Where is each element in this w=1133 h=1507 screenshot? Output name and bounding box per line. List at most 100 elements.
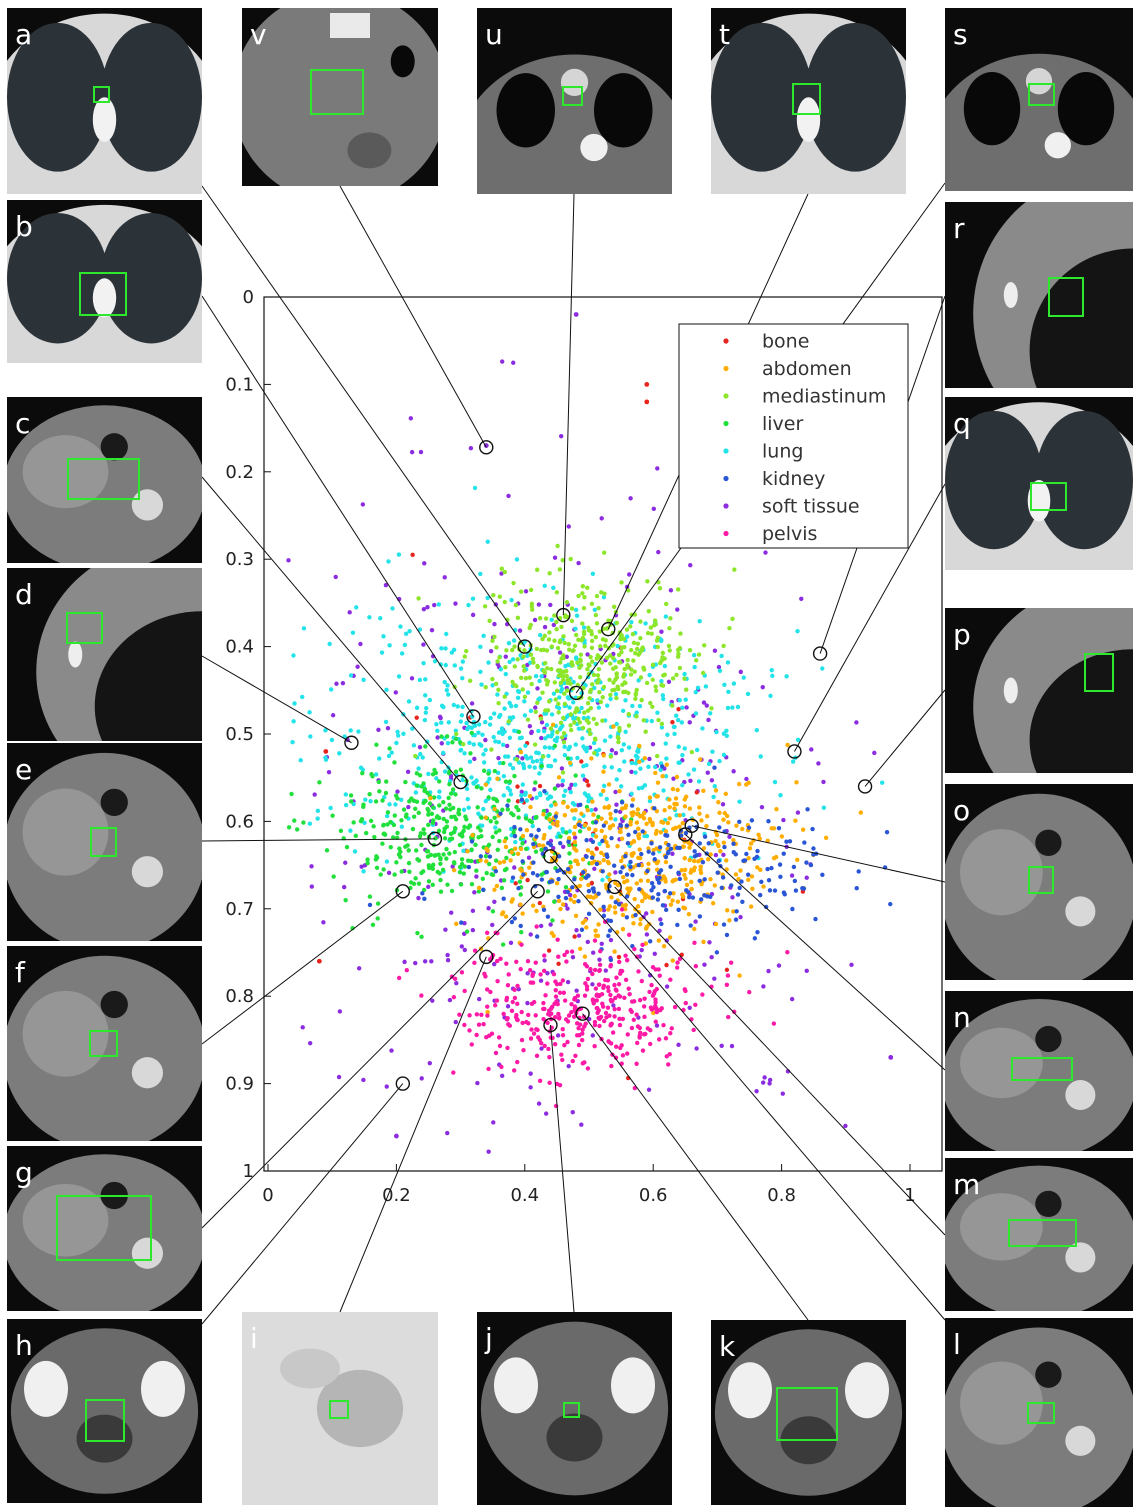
- point-lung: [452, 663, 457, 668]
- point-mediastinum: [585, 708, 591, 713]
- point-lung: [483, 798, 489, 804]
- point-mediastinum: [564, 668, 569, 674]
- point-lung: [621, 742, 627, 747]
- point-lung: [387, 643, 392, 648]
- point-lung: [601, 783, 607, 789]
- point-kidney: [856, 869, 861, 874]
- point-liver: [460, 834, 465, 839]
- ct-panel-j: j: [477, 1312, 672, 1505]
- point-kidney: [469, 839, 475, 844]
- legend-marker: [723, 393, 729, 399]
- point-lung: [693, 689, 698, 695]
- point-liver: [413, 876, 418, 881]
- point-mediastinum: [655, 635, 661, 641]
- point-pelvis: [616, 993, 621, 998]
- point-mediastinum: [541, 647, 546, 653]
- point-soft-tissue: [483, 737, 488, 743]
- legend-label: bone: [762, 331, 809, 353]
- point-mediastinum: [552, 613, 557, 618]
- point-abdomen: [670, 898, 675, 903]
- point-mediastinum: [650, 662, 656, 668]
- point-kidney: [607, 928, 613, 933]
- point-soft-tissue: [499, 1073, 505, 1078]
- point-mediastinum: [602, 550, 607, 555]
- point-pelvis: [674, 965, 680, 970]
- point-soft-tissue: [816, 761, 821, 766]
- point-soft-tissue: [628, 496, 633, 501]
- point-lung: [445, 740, 451, 746]
- point-lung: [719, 653, 724, 659]
- panel-letter-d: d: [15, 578, 33, 611]
- point-kidney: [805, 807, 810, 812]
- point-mediastinum: [562, 701, 568, 707]
- point-kidney: [586, 873, 591, 878]
- point-bone: [537, 783, 543, 789]
- point-lung: [307, 710, 312, 715]
- point-abdomen: [577, 883, 583, 889]
- point-abdomen: [585, 808, 590, 813]
- point-liver: [451, 830, 457, 835]
- point-lung: [534, 750, 539, 755]
- point-lung: [769, 667, 774, 673]
- leader-line-k: [582, 1013, 809, 1321]
- point-mediastinum: [582, 631, 587, 637]
- point-kidney: [722, 844, 727, 850]
- point-lung: [676, 744, 681, 749]
- highlight-ring-k: [575, 1006, 590, 1021]
- point-liver: [489, 872, 494, 877]
- point-mediastinum: [544, 677, 549, 683]
- point-pelvis: [724, 982, 730, 987]
- ct-panel-t: t: [711, 8, 906, 194]
- point-abdomen: [655, 780, 661, 785]
- point-pelvis: [619, 1043, 624, 1048]
- point-soft-tissue: [766, 968, 771, 974]
- point-lung: [737, 799, 742, 804]
- point-liver: [421, 781, 426, 786]
- point-mediastinum: [635, 641, 641, 646]
- point-kidney: [793, 888, 799, 893]
- highlight-ring-m: [607, 879, 622, 895]
- leader-line-e: [201, 838, 435, 842]
- point-kidney: [466, 864, 472, 870]
- ct-panel-e: e: [7, 743, 202, 941]
- point-mediastinum: [520, 687, 525, 692]
- point-liver: [527, 818, 532, 823]
- point-kidney: [521, 872, 526, 877]
- point-lung: [361, 677, 366, 683]
- point-pelvis: [616, 959, 622, 965]
- point-pelvis: [588, 966, 593, 972]
- point-kidney: [636, 862, 641, 868]
- point-abdomen: [604, 840, 609, 845]
- point-kidney: [618, 823, 624, 828]
- point-lung: [629, 760, 635, 766]
- point-abdomen: [615, 843, 620, 849]
- point-liver: [392, 813, 397, 818]
- point-mediastinum: [580, 725, 586, 731]
- point-soft-tissue: [486, 906, 491, 911]
- point-lung: [714, 729, 719, 735]
- point-lung: [377, 756, 382, 761]
- point-mediastinum: [648, 625, 654, 630]
- point-mediastinum: [632, 669, 637, 674]
- point-abdomen: [800, 827, 806, 832]
- point-lung: [466, 602, 471, 608]
- point-mediastinum: [537, 616, 543, 621]
- point-mediastinum: [464, 648, 469, 654]
- point-pelvis: [647, 989, 652, 995]
- point-abdomen: [492, 806, 497, 812]
- point-mediastinum: [592, 736, 598, 741]
- point-abdomen: [710, 901, 716, 906]
- point-abdomen: [661, 874, 666, 879]
- point-lung: [539, 674, 544, 679]
- point-lung: [481, 752, 486, 757]
- point-pelvis: [653, 1019, 658, 1024]
- point-mediastinum: [579, 637, 584, 643]
- point-abdomen: [716, 799, 721, 805]
- point-lung: [537, 771, 542, 776]
- point-abdomen: [579, 811, 584, 816]
- point-lung: [460, 777, 465, 783]
- point-lung: [291, 719, 296, 724]
- point-soft-tissue: [719, 1043, 724, 1049]
- point-mediastinum: [677, 645, 683, 651]
- point-lung: [655, 710, 660, 715]
